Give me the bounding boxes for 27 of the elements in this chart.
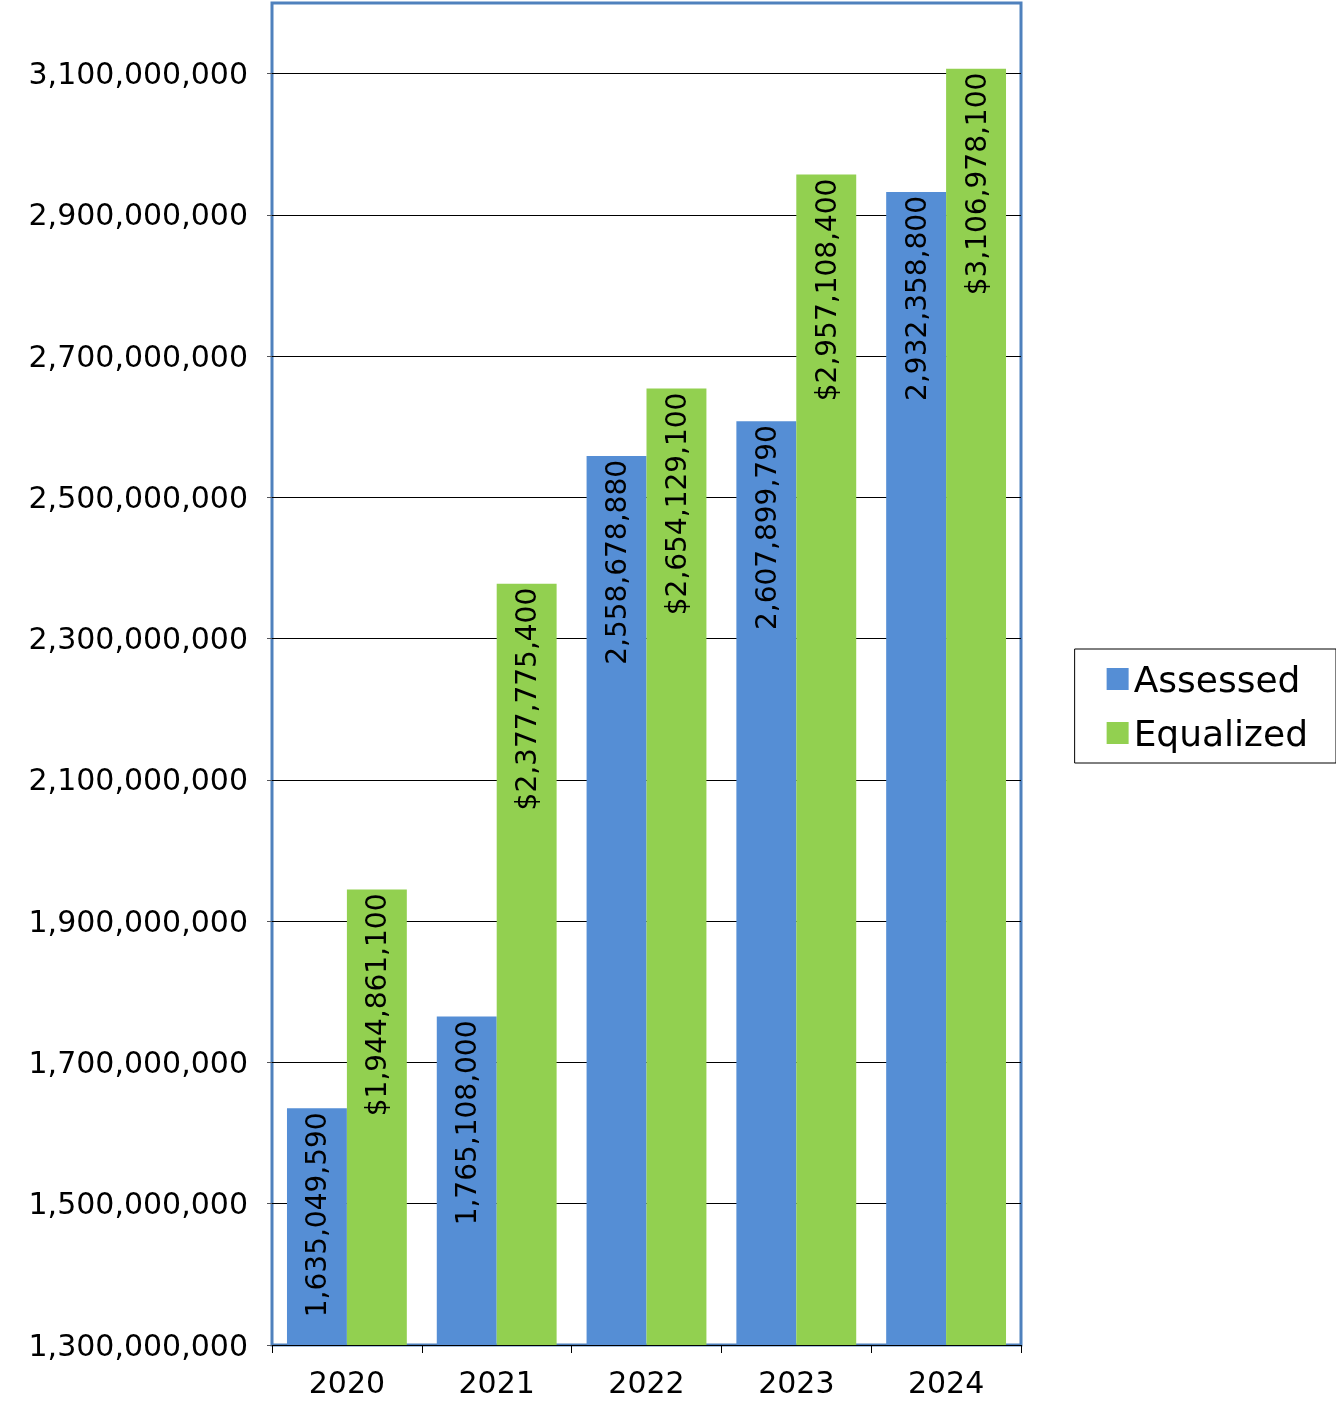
y-tick-label: 2,300,000,000 (28, 621, 248, 657)
y-tick-label: 2,900,000,000 (28, 197, 248, 233)
x-tick-label: 2021 (458, 1364, 535, 1400)
legend-label: Assessed (1133, 658, 1301, 700)
x-tick-label: 2024 (907, 1364, 985, 1400)
y-tick-label: 1,900,000,000 (28, 903, 248, 939)
data-label: 1,765,108,000 (450, 1020, 484, 1226)
y-tick-label: 1,300,000,000 (28, 1327, 248, 1363)
data-label: $2,957,108,400 (809, 178, 843, 402)
x-tick-label: 2023 (758, 1364, 835, 1400)
data-label: $2,377,775,400 (510, 587, 544, 811)
x-tick-label: 2020 (308, 1364, 386, 1400)
y-tick-label: 2,500,000,000 (28, 479, 248, 515)
data-label: 1,635,049,590 (300, 1112, 334, 1318)
data-label: $1,944,861,100 (360, 893, 394, 1117)
legend-label: Equalized (1133, 712, 1308, 754)
data-label: 2,607,899,790 (749, 425, 783, 631)
y-tick-label: 2,700,000,000 (28, 338, 248, 374)
data-label: $3,106,978,100 (959, 72, 993, 296)
data-label: 2,932,358,800 (899, 196, 933, 401)
y-tick-label: 2,100,000,000 (28, 762, 248, 798)
data-label: 2,558,678,880 (600, 459, 634, 665)
y-tick-label: 1,500,000,000 (28, 1186, 248, 1222)
y-tick-label: 3,100,000,000 (28, 56, 248, 92)
x-tick-label: 2022 (608, 1364, 685, 1400)
data-label: $2,654,129,100 (659, 392, 693, 616)
y-tick-label: 1,700,000,000 (28, 1044, 248, 1080)
